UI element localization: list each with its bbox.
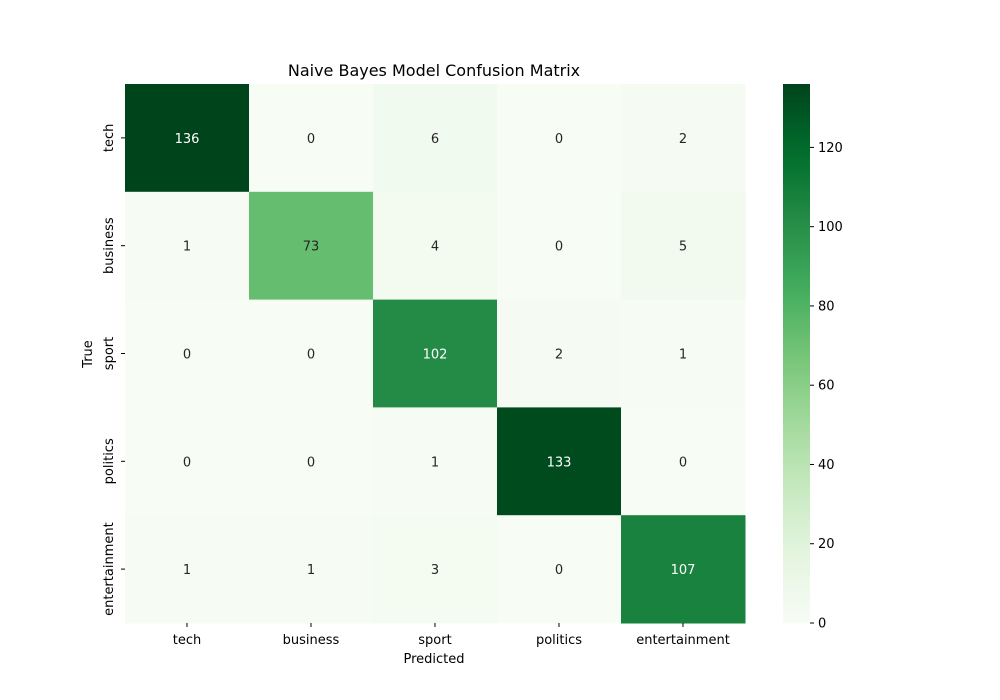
- y-axis-label: True: [81, 340, 96, 369]
- cell-value-label: 0: [183, 455, 191, 470]
- colorbar-tick-label: 100: [818, 220, 843, 235]
- heatmap-cell: [497, 515, 622, 624]
- cell-value-label: 73: [303, 240, 320, 255]
- x-tick-label: sport: [418, 633, 451, 648]
- cell-value-label: 0: [679, 455, 687, 470]
- cell-value-label: 2: [555, 348, 563, 363]
- cell-value-label: 0: [307, 455, 315, 470]
- heatmap-cell: [125, 515, 250, 624]
- heatmap-cell: [125, 299, 250, 408]
- colorbar-tick-label: 120: [818, 141, 843, 156]
- heatmap-cell: [621, 407, 746, 516]
- heatmap-cell: [125, 407, 250, 516]
- cell-value-label: 0: [555, 563, 563, 578]
- x-axis-ticks: tech business sport politics entertainment: [173, 623, 730, 648]
- x-tick-label: entertainment: [636, 633, 730, 648]
- cell-value-label: 1: [307, 563, 315, 578]
- cell-value-label: 1: [431, 455, 439, 470]
- x-tick-label: politics: [536, 633, 582, 648]
- colorbar-tick-label: 60: [818, 379, 835, 394]
- heatmap-cell: [621, 191, 746, 301]
- colorbar-tick-label: 40: [818, 458, 835, 473]
- y-axis-ticks: tech business sport politics entertainment: [102, 124, 125, 616]
- heatmap-cell: [249, 299, 374, 408]
- chart-title: Naive Bayes Model Confusion Matrix: [288, 61, 580, 80]
- cell-value-label: 107: [671, 563, 696, 578]
- colorbar: 0 20 40 60 80 100 120: [783, 84, 843, 632]
- y-tick-label: politics: [102, 438, 117, 484]
- cell-value-label: 2: [679, 132, 687, 147]
- heatmap-cell: [497, 407, 622, 516]
- cell-value-label: 0: [307, 348, 315, 363]
- cell-value-label: 1: [679, 348, 687, 363]
- cell-value-label: 1: [183, 240, 191, 255]
- y-tick-label: entertainment: [102, 522, 117, 616]
- x-axis-label: Predicted: [403, 652, 464, 667]
- colorbar-tick-label: 0: [818, 617, 826, 632]
- heatmap-cell: [249, 84, 374, 193]
- heatmap-cell: [621, 299, 746, 408]
- cell-value-label: 0: [555, 240, 563, 255]
- cell-value-label: 102: [423, 348, 448, 363]
- y-tick-label: business: [102, 217, 117, 274]
- cell-value-label: 136: [175, 132, 200, 147]
- heatmap-cell: [125, 84, 250, 193]
- y-tick-label: sport: [102, 337, 117, 370]
- heatmap-cell: [497, 299, 622, 408]
- colorbar-tick-label: 20: [818, 537, 835, 552]
- heatmap-cell: [621, 84, 746, 193]
- cell-value-label: 1: [183, 563, 191, 578]
- colorbar-tick-label: 80: [818, 299, 835, 314]
- cell-value-label: 6: [431, 132, 439, 147]
- heatmap-cell: [373, 191, 498, 301]
- heatmap-cell: [249, 515, 374, 624]
- cell-value-label: 5: [679, 240, 687, 255]
- cell-value-label: 0: [307, 132, 315, 147]
- heatmap-cell: [125, 191, 250, 301]
- cell-value-label: 3: [431, 563, 439, 578]
- heatmap-cell: [249, 407, 374, 516]
- heatmap-cell: [497, 191, 622, 301]
- cell-value-label: 0: [183, 348, 191, 363]
- cell-value-label: 0: [555, 132, 563, 147]
- cell-value-label: 133: [547, 455, 572, 470]
- cell-value-label: 4: [431, 240, 439, 255]
- heatmap-cell: [249, 191, 374, 301]
- heatmap-cell: [621, 515, 746, 624]
- x-tick-label: business: [283, 633, 340, 648]
- colorbar-gradient: [783, 84, 810, 623]
- x-tick-label: tech: [173, 633, 201, 648]
- y-tick-label: tech: [102, 124, 117, 152]
- heatmap-cells: 136 0 6 0 2 1 73 4 0 5 0 0 102 2 1 0 0 1 133 0 1 1 3 0 107: [125, 84, 746, 624]
- heatmap-cell: [497, 84, 622, 193]
- heatmap-cell: [373, 407, 498, 516]
- heatmap-cell: [373, 515, 498, 624]
- heatmap-cell: [373, 84, 498, 193]
- heatmap-cell: [373, 299, 498, 408]
